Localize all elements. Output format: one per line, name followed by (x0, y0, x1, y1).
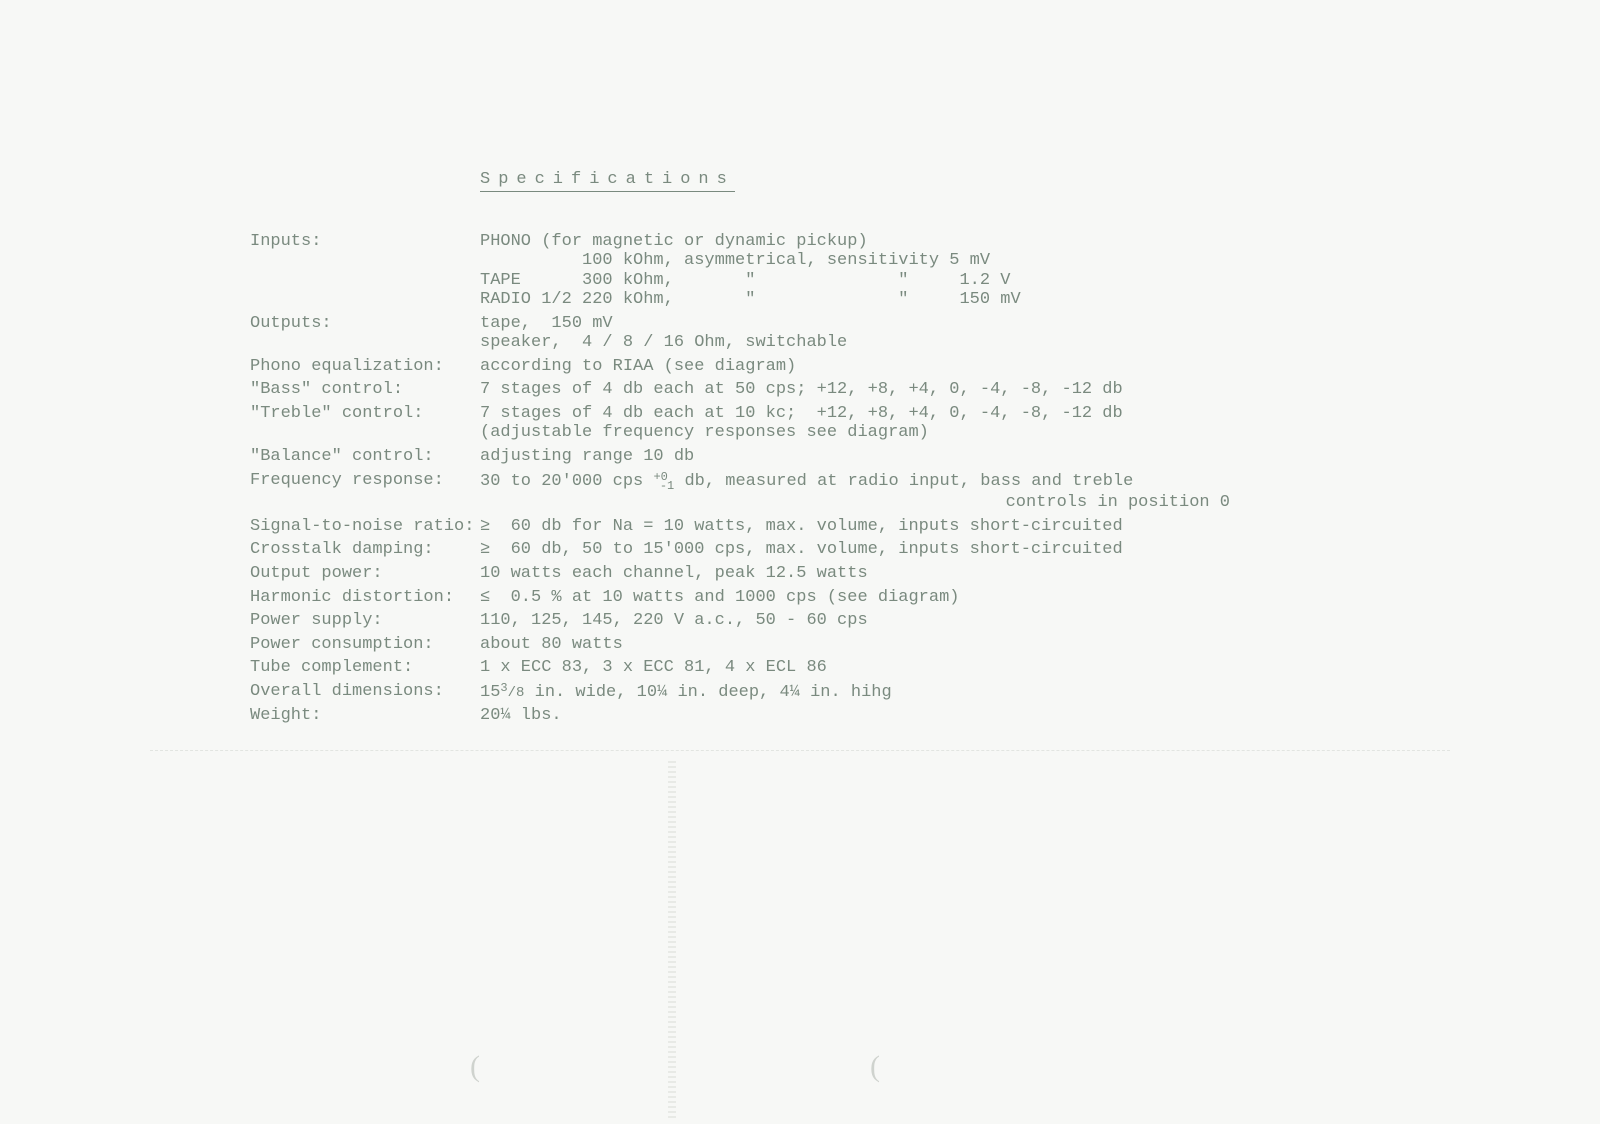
binder-hole-left: ( (470, 1050, 480, 1084)
spec-row-balance: "Balance" control: adjusting range 10 db (250, 447, 1350, 467)
freq-line1: 30 to 20'000 cps +0-1 db, measured at ra… (480, 471, 1350, 494)
spec-row-outputs: Outputs: tape, 150 mV speaker, 4 / 8 / 1… (250, 314, 1350, 353)
spec-row-outpower: Output power: 10 watts each channel, pea… (250, 564, 1350, 584)
spec-row-phono-eq: Phono equalization: according to RIAA (s… (250, 357, 1350, 377)
dims-frac-num: 3 (500, 681, 507, 695)
page-spine-shadow (668, 758, 676, 1118)
value-bass: 7 stages of 4 db each at 50 cps; +12, +8… (480, 380, 1350, 400)
treble-line2: (adjustable frequency responses see diag… (480, 423, 1350, 443)
binder-hole-right: ( (870, 1050, 880, 1084)
title-row: Specifications (250, 170, 1350, 192)
spec-row-treble: "Treble" control: 7 stages of 4 db each … (250, 404, 1350, 443)
value-balance: adjusting range 10 db (480, 447, 1350, 467)
freq-tol-bot: -1 (660, 479, 674, 493)
label-psu: Power supply: (250, 611, 480, 631)
value-outpower: 10 watts each channel, peak 12.5 watts (480, 564, 1350, 584)
spec-row-inputs: Inputs: PHONO (for magnetic or dynamic p… (250, 232, 1350, 310)
label-consumption: Power consumption: (250, 635, 480, 655)
value-outputs: tape, 150 mV speaker, 4 / 8 / 16 Ohm, sw… (480, 314, 1350, 353)
inputs-line4: RADIO 1/2 220 kOhm, " " 150 mV (480, 290, 1350, 310)
value-snr: ≥ 60 db for Na = 10 watts, max. volume, … (480, 517, 1350, 537)
label-harmonic: Harmonic distortion: (250, 588, 480, 608)
label-outpower: Output power: (250, 564, 480, 584)
specifications-sheet: Specifications Inputs: PHONO (for magnet… (250, 170, 1350, 730)
freq-line2: controls in position 0 (480, 493, 1350, 513)
label-phono-eq: Phono equalization: (250, 357, 480, 377)
page-title: Specifications (480, 170, 735, 192)
spec-row-psu: Power supply: 110, 125, 145, 220 V a.c.,… (250, 611, 1350, 631)
label-balance: "Balance" control: (250, 447, 480, 467)
freq-prefix: 30 to 20'000 cps (480, 472, 653, 491)
label-snr: Signal-to-noise ratio: (250, 517, 480, 537)
spec-row-freq: Frequency response: 30 to 20'000 cps +0-… (250, 471, 1350, 513)
label-inputs: Inputs: (250, 232, 480, 252)
value-weight: 20¼ lbs. (480, 706, 1350, 726)
label-treble: "Treble" control: (250, 404, 480, 424)
label-dims: Overall dimensions: (250, 682, 480, 702)
outputs-line1: tape, 150 mV (480, 314, 1350, 334)
spec-row-harmonic: Harmonic distortion: ≤ 0.5 % at 10 watts… (250, 588, 1350, 608)
dims-mid: in. wide, 10¼ in. deep, 4¼ in. hihg (524, 683, 891, 702)
label-tubes: Tube complement: (250, 658, 480, 678)
value-freq: 30 to 20'000 cps +0-1 db, measured at ra… (480, 471, 1350, 513)
value-inputs: PHONO (for magnetic or dynamic pickup) 1… (480, 232, 1350, 310)
dims-frac-den: /8 (508, 685, 525, 701)
label-freq: Frequency response: (250, 471, 480, 491)
spec-row-weight: Weight: 20¼ lbs. (250, 706, 1350, 726)
value-dims: 153/8 in. wide, 10¼ in. deep, 4¼ in. hih… (480, 682, 1350, 703)
inputs-line1: PHONO (for magnetic or dynamic pickup) (480, 232, 1350, 252)
dims-prefix: 15 (480, 683, 500, 702)
label-outputs: Outputs: (250, 314, 480, 334)
value-psu: 110, 125, 145, 220 V a.c., 50 - 60 cps (480, 611, 1350, 631)
spec-row-tubes: Tube complement: 1 x ECC 83, 3 x ECC 81,… (250, 658, 1350, 678)
spec-row-consumption: Power consumption: about 80 watts (250, 635, 1350, 655)
spec-row-snr: Signal-to-noise ratio: ≥ 60 db for Na = … (250, 517, 1350, 537)
treble-line1: 7 stages of 4 db each at 10 kc; +12, +8,… (480, 404, 1350, 424)
label-crosstalk: Crosstalk damping: (250, 540, 480, 560)
value-tubes: 1 x ECC 83, 3 x ECC 81, 4 x ECL 86 (480, 658, 1350, 678)
spec-row-crosstalk: Crosstalk damping: ≥ 60 db, 50 to 15'000… (250, 540, 1350, 560)
outputs-line2: speaker, 4 / 8 / 16 Ohm, switchable (480, 333, 1350, 353)
value-consumption: about 80 watts (480, 635, 1350, 655)
value-harmonic: ≤ 0.5 % at 10 watts and 1000 cps (see di… (480, 588, 1350, 608)
page-fold-line (150, 750, 1450, 752)
value-treble: 7 stages of 4 db each at 10 kc; +12, +8,… (480, 404, 1350, 443)
value-phono-eq: according to RIAA (see diagram) (480, 357, 1350, 377)
spec-row-dims: Overall dimensions: 153/8 in. wide, 10¼ … (250, 682, 1350, 703)
freq-suffix: db, measured at radio input, bass and tr… (674, 472, 1133, 491)
inputs-line2: 100 kOhm, asymmetrical, sensitivity 5 mV (480, 251, 1350, 271)
label-bass: "Bass" control: (250, 380, 480, 400)
spec-row-bass: "Bass" control: 7 stages of 4 db each at… (250, 380, 1350, 400)
label-weight: Weight: (250, 706, 480, 726)
value-crosstalk: ≥ 60 db, 50 to 15'000 cps, max. volume, … (480, 540, 1350, 560)
inputs-line3: TAPE 300 kOhm, " " 1.2 V (480, 271, 1350, 291)
